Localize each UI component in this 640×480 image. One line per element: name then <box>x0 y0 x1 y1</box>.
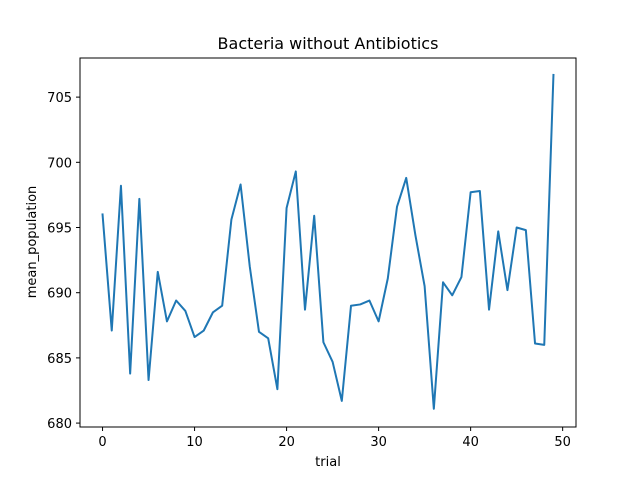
series-line-0 <box>101 73 555 410</box>
y-tick-label: 690 <box>47 287 72 302</box>
x-axis-label: trial <box>315 455 341 470</box>
x-tick-label: 40 <box>462 435 479 450</box>
plot-frame <box>79 57 577 428</box>
y-tick-label: 695 <box>47 222 72 237</box>
x-axis-ticks: 0 10 20 30 40 50 <box>98 427 571 450</box>
x-tick-label: 30 <box>370 435 387 450</box>
y-axis-ticks: 680 685 690 695 700 705 <box>47 91 80 432</box>
y-tick-label: 685 <box>47 352 72 367</box>
x-tick-label: 50 <box>554 435 571 450</box>
x-tick-label: 10 <box>186 435 203 450</box>
chart-title: Bacteria without Antibiotics <box>218 34 439 53</box>
y-tick-label: 680 <box>47 417 72 432</box>
x-tick-label: 20 <box>278 435 295 450</box>
y-axis-label: mean_population <box>25 186 40 299</box>
x-tick-label: 0 <box>98 435 106 450</box>
series-layer <box>101 73 555 410</box>
y-tick-label: 705 <box>47 91 72 106</box>
plot-area-background <box>80 58 576 427</box>
y-tick-label: 700 <box>47 156 72 171</box>
